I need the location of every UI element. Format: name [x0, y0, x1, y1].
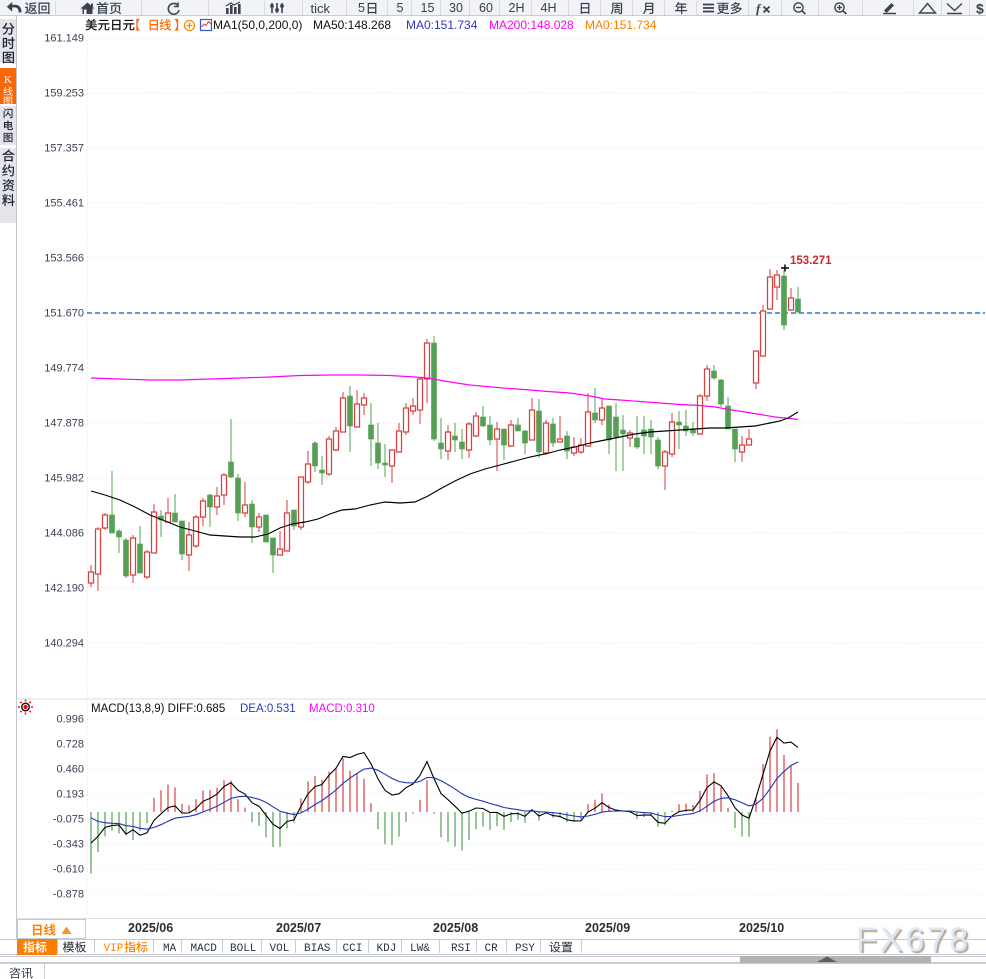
svg-text:-0.343: -0.343 [53, 839, 84, 851]
svg-text:-0.878: -0.878 [53, 889, 84, 901]
svg-text:MA: MA [163, 943, 177, 955]
svg-text:140.294: 140.294 [44, 638, 84, 650]
svg-text:159.253: 159.253 [44, 88, 84, 100]
svg-text:BIAS: BIAS [304, 943, 331, 955]
svg-text:MA50:148.268: MA50:148.268 [313, 18, 391, 32]
svg-text:142.190: 142.190 [44, 583, 84, 595]
svg-text:MACD:0.310: MACD:0.310 [309, 703, 375, 715]
svg-text:DEA:0.531: DEA:0.531 [240, 703, 296, 715]
svg-text:0.193: 0.193 [56, 789, 84, 801]
svg-text:LW&: LW& [410, 943, 430, 955]
svg-text:153.566: 153.566 [44, 253, 84, 265]
svg-text:157.357: 157.357 [44, 143, 84, 155]
svg-text:CR: CR [485, 943, 499, 955]
svg-text:MA1(50,0,200,0): MA1(50,0,200,0) [213, 18, 302, 32]
svg-text:MACD: MACD [191, 943, 218, 955]
svg-text:KDJ: KDJ [377, 943, 397, 955]
svg-text:0.996: 0.996 [56, 714, 84, 726]
svg-text:PSY: PSY [515, 943, 535, 955]
svg-text:VOL: VOL [270, 943, 290, 955]
svg-text:VIP: VIP [104, 943, 124, 955]
svg-text:161.149: 161.149 [44, 33, 84, 45]
svg-text:144.086: 144.086 [44, 528, 84, 540]
svg-text:f: f [756, 1, 762, 16]
svg-text:149.774: 149.774 [44, 363, 84, 375]
svg-text:145.982: 145.982 [44, 473, 84, 485]
svg-text:CCI: CCI [343, 943, 363, 955]
svg-text:$: $ [976, 1, 984, 17]
svg-text:151.670: 151.670 [44, 308, 84, 320]
svg-text:MACD(13,8,9) DIFF:0.685: MACD(13,8,9) DIFF:0.685 [91, 703, 225, 715]
svg-text:MA0:151.734: MA0:151.734 [406, 18, 478, 32]
svg-text:0.460: 0.460 [56, 764, 84, 776]
svg-text:-0.075: -0.075 [53, 814, 84, 826]
svg-text:0.728: 0.728 [56, 739, 84, 751]
svg-text:155.461: 155.461 [44, 198, 84, 210]
svg-text:RSI: RSI [451, 943, 471, 955]
svg-text:MA0:151.734: MA0:151.734 [585, 18, 657, 32]
svg-text:-0.610: -0.610 [53, 864, 84, 876]
svg-text:BOLL: BOLL [230, 943, 256, 955]
svg-text:153.271: 153.271 [790, 255, 832, 267]
svg-text:MA200:148.028: MA200:148.028 [489, 18, 574, 32]
svg-text:147.878: 147.878 [44, 418, 84, 430]
